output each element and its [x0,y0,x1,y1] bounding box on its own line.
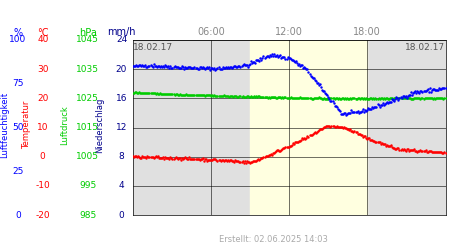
Text: 18.02.17: 18.02.17 [133,42,173,51]
Text: 24: 24 [116,36,127,44]
Text: 20: 20 [116,65,127,74]
Text: hPa: hPa [79,28,97,38]
Text: 75: 75 [12,79,24,88]
Text: %: % [14,28,22,38]
Text: Luftfeuchtigkeit: Luftfeuchtigkeit [0,92,9,158]
Text: Luftdruck: Luftdruck [60,105,69,145]
Text: 50: 50 [12,123,24,132]
Text: -20: -20 [36,210,50,220]
Text: 1025: 1025 [76,94,99,103]
Text: 12: 12 [116,123,127,132]
Text: 1005: 1005 [76,152,99,161]
Text: Erstellt: 02.06.2025 14:03: Erstellt: 02.06.2025 14:03 [219,236,328,244]
Text: 985: 985 [79,210,96,220]
Text: 10: 10 [37,123,49,132]
Text: 20: 20 [37,94,49,103]
Text: 1015: 1015 [76,123,99,132]
Text: 100: 100 [9,36,27,44]
Text: 995: 995 [79,181,96,190]
Text: 1035: 1035 [76,65,99,74]
Text: 25: 25 [12,167,24,176]
Text: 30: 30 [37,65,49,74]
Text: -10: -10 [36,181,50,190]
Text: 40: 40 [37,36,49,44]
Text: 0: 0 [40,152,45,161]
Bar [250,40,367,215]
Text: Niederschlag: Niederschlag [95,97,104,153]
Text: 0: 0 [119,210,124,220]
Text: 1045: 1045 [76,36,99,44]
Text: 4: 4 [119,181,124,190]
Text: Temperatur: Temperatur [22,101,31,149]
Text: 8: 8 [119,152,124,161]
Text: 18.02.17: 18.02.17 [405,42,446,51]
Text: 16: 16 [116,94,127,103]
Text: 0: 0 [15,210,21,220]
Text: mm/h: mm/h [107,28,136,38]
Text: °C: °C [37,28,49,38]
